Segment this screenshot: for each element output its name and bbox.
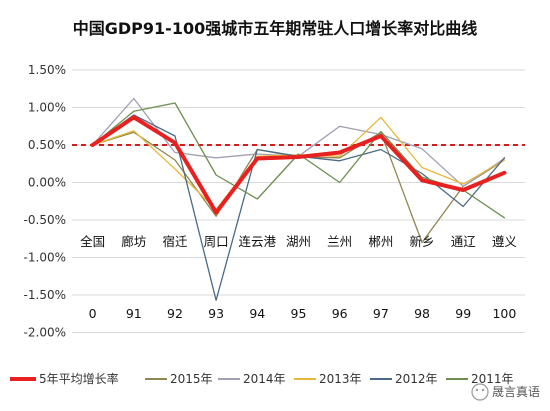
category-label: 新乡 (410, 234, 435, 249)
rank-label: 99 (455, 306, 471, 321)
category-label: 郴州 (368, 234, 393, 249)
y-tick-label: 1.00% (28, 101, 66, 115)
chart-title: 中国GDP91-100强城市五年期常驻人口增长率对比曲线 (73, 19, 477, 38)
wechat-icon (471, 383, 489, 401)
legend-label: 2012年 (395, 372, 438, 386)
series-lines (90, 97, 507, 301)
series-line-4 (91, 114, 506, 301)
rank-label: 98 (414, 306, 430, 321)
wechat-icon-eye-left (475, 388, 479, 392)
category-labels: 全国 廊坊 宿迁 周口 连云港 湖州 兰州 郴州 新乡 通辽 遵义 (80, 234, 517, 249)
rank-label: 97 (373, 306, 389, 321)
y-tick-label: 1.50% (28, 63, 66, 77)
y-tick-label: -1.00% (24, 251, 66, 265)
watermark: 晟言真语 (471, 383, 540, 401)
category-label: 周口 (204, 234, 229, 249)
rank-labels: 0 91 92 93 94 95 96 97 98 99 100 (89, 306, 517, 321)
legend: 5年平均增长率 2015年 2014年 2013年 2012年 2011年 (10, 371, 514, 386)
series-line-2 (91, 97, 506, 187)
category-label: 廊坊 (121, 234, 146, 249)
series-line-5 (91, 102, 506, 219)
y-tick-label: -1.50% (24, 288, 66, 302)
rank-label: 96 (332, 306, 348, 321)
y-tick-label: 0.00% (28, 176, 66, 190)
wechat-icon-eye-right (481, 388, 485, 392)
legend-label: 5年平均增长率 (39, 371, 119, 386)
category-label: 湖州 (286, 234, 311, 249)
legend-label: 2011年 (471, 372, 514, 386)
category-label: 连云港 (239, 234, 277, 249)
rank-label: 93 (208, 306, 224, 321)
category-label: 兰州 (327, 234, 352, 249)
rank-label: 95 (291, 306, 307, 321)
series-line-0 (90, 115, 507, 215)
y-tick-label: 0.50% (28, 138, 66, 152)
y-tick-label: -2.00% (24, 326, 66, 340)
category-label: 通辽 (451, 234, 477, 249)
rank-label: 0 (89, 306, 97, 321)
rank-label: 92 (167, 306, 183, 321)
category-label: 遵义 (492, 234, 518, 249)
legend-label: 2014年 (243, 372, 286, 386)
y-tick-label: -0.50% (24, 213, 66, 227)
category-label: 全国 (80, 234, 105, 249)
rank-label: 100 (492, 306, 516, 321)
series-line-1 (91, 131, 506, 244)
legend-label: 2015年 (170, 372, 213, 386)
legend-label: 2013年 (319, 372, 362, 386)
rank-label: 91 (126, 306, 142, 321)
category-label: 宿迁 (162, 234, 188, 249)
watermark-text: 晟言真语 (492, 385, 540, 399)
rank-label: 94 (249, 306, 265, 321)
y-axis-labels: 1.50% 1.00% 0.50% 0.00% -0.50% -1.00% -1.50% -2… (24, 63, 66, 340)
